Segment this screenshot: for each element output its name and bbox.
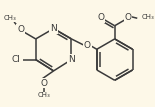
Text: O: O: [41, 79, 48, 88]
Text: CH₃: CH₃: [4, 15, 17, 21]
Text: O: O: [17, 25, 24, 34]
Text: CH₃: CH₃: [38, 92, 51, 98]
Text: Cl: Cl: [11, 55, 20, 64]
Text: O: O: [97, 13, 104, 22]
Text: N: N: [68, 55, 75, 64]
Text: O: O: [84, 41, 91, 50]
Text: O: O: [124, 13, 131, 22]
Text: N: N: [50, 24, 57, 33]
Text: CH₃: CH₃: [142, 14, 155, 20]
